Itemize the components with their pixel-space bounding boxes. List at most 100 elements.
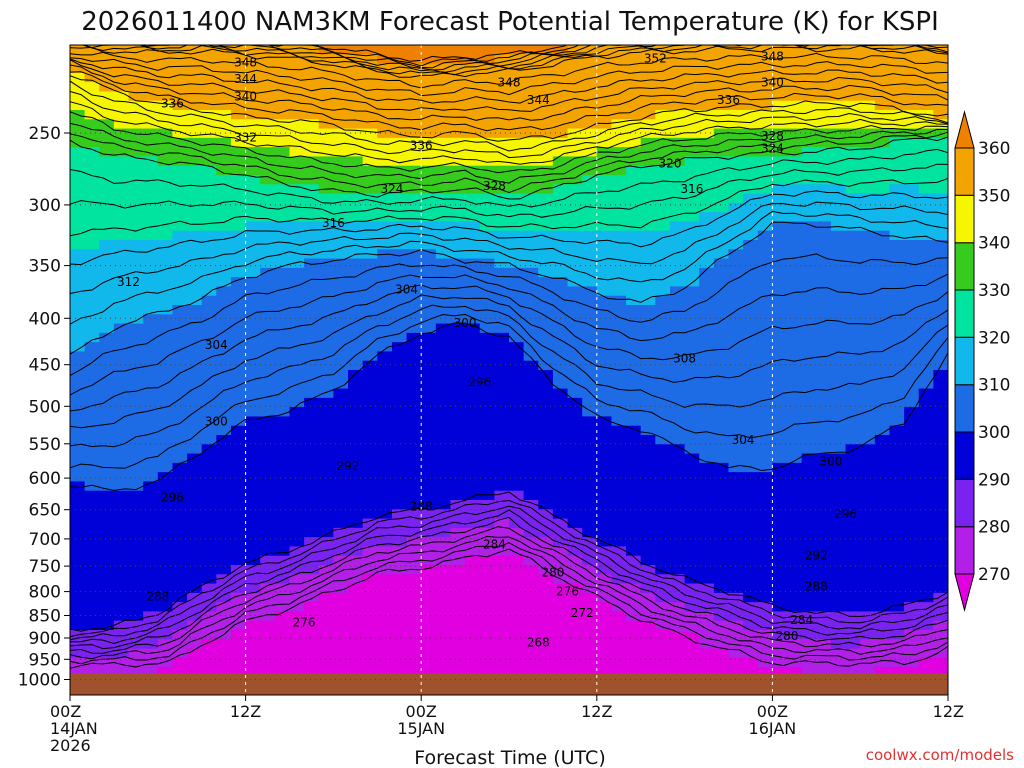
theta-cell xyxy=(596,444,613,455)
theta-cell xyxy=(801,202,817,213)
theta-cell xyxy=(435,462,452,473)
theta-cell xyxy=(99,212,115,223)
theta-cell xyxy=(757,314,773,325)
theta-cell xyxy=(933,258,948,269)
theta-cell xyxy=(655,54,671,65)
theta-cell xyxy=(201,555,217,566)
theta-cell xyxy=(70,481,86,492)
contour-line xyxy=(70,58,948,104)
theta-cell xyxy=(538,193,554,204)
theta-cell xyxy=(933,407,948,418)
theta-cell xyxy=(318,425,334,436)
theta-cell xyxy=(128,332,144,343)
theta-cell xyxy=(904,481,920,492)
theta-cell xyxy=(304,258,320,269)
theta-cell xyxy=(187,63,203,74)
theta-cell xyxy=(874,175,891,185)
theta-cell xyxy=(728,267,744,278)
theta-cell xyxy=(713,546,730,557)
theta-cell xyxy=(874,657,891,668)
theta-cell xyxy=(435,156,452,167)
theta-cell xyxy=(787,100,803,111)
theta-cell xyxy=(230,72,247,83)
theta-cell xyxy=(904,648,920,659)
theta-cell xyxy=(377,425,393,436)
theta-cell xyxy=(318,416,334,427)
theta-cell xyxy=(157,472,174,483)
theta-cell xyxy=(743,630,759,640)
theta-cell xyxy=(172,128,188,139)
theta-cell xyxy=(201,323,217,334)
theta-cell xyxy=(626,110,642,120)
theta-cell xyxy=(99,91,115,102)
theta-cell xyxy=(304,602,320,613)
theta-cell xyxy=(743,425,759,436)
theta-cell xyxy=(260,500,276,510)
theta-cell xyxy=(172,490,188,501)
theta-cell xyxy=(743,45,759,55)
theta-cell xyxy=(538,472,554,483)
theta-cell xyxy=(772,295,788,306)
theta-cell xyxy=(845,128,861,139)
theta-cell xyxy=(772,565,788,575)
theta-cell xyxy=(699,509,715,520)
theta-cell xyxy=(816,249,832,260)
theta-cell xyxy=(684,137,700,148)
theta-cell xyxy=(816,518,832,529)
theta-cell xyxy=(845,193,861,204)
theta-cell xyxy=(728,620,744,631)
theta-cell xyxy=(669,82,686,93)
theta-cell xyxy=(889,388,905,399)
theta-cell xyxy=(377,128,393,139)
theta-cell xyxy=(845,323,861,334)
theta-cell xyxy=(260,565,276,575)
theta-cell xyxy=(348,230,364,241)
theta-cell xyxy=(933,500,948,510)
theta-cell xyxy=(421,379,437,390)
theta-cell xyxy=(611,267,627,278)
theta-cell xyxy=(128,128,144,139)
theta-cell xyxy=(70,277,86,288)
theta-cell xyxy=(157,537,174,548)
theta-cell xyxy=(435,258,452,269)
contour-line xyxy=(70,516,948,650)
theta-cell xyxy=(201,221,217,232)
theta-cell xyxy=(860,100,876,111)
theta-cell xyxy=(187,425,203,436)
theta-cell xyxy=(348,407,364,418)
theta-cell xyxy=(391,342,408,353)
theta-cell xyxy=(128,63,144,74)
theta-cell xyxy=(640,277,656,288)
theta-cell xyxy=(245,332,261,343)
theta-cell xyxy=(274,147,291,158)
theta-cell xyxy=(728,370,744,380)
theta-cell xyxy=(889,184,905,195)
theta-cell xyxy=(201,583,217,594)
theta-cell xyxy=(523,537,539,548)
theta-cell xyxy=(377,546,393,557)
theta-cell xyxy=(874,565,891,575)
theta-cell xyxy=(406,500,422,510)
theta-cell xyxy=(699,602,715,613)
theta-cell xyxy=(874,546,891,557)
theta-cell xyxy=(757,128,773,139)
theta-cell xyxy=(713,518,730,529)
theta-cell xyxy=(918,425,934,436)
theta-cell xyxy=(669,277,686,288)
theta-cell xyxy=(113,277,130,288)
theta-cell xyxy=(728,435,744,445)
theta-cell xyxy=(230,425,247,436)
theta-cell xyxy=(860,425,876,436)
theta-cell xyxy=(728,388,744,399)
theta-cell xyxy=(157,342,174,353)
theta-cell xyxy=(230,416,247,427)
theta-cell xyxy=(728,351,744,362)
theta-cell xyxy=(391,574,408,585)
theta-cell xyxy=(567,472,583,483)
theta-cell xyxy=(567,100,583,111)
theta-cell xyxy=(333,416,349,427)
theta-cell xyxy=(669,110,686,120)
theta-cell xyxy=(918,518,934,529)
theta-cell xyxy=(509,425,525,436)
theta-cell xyxy=(787,295,803,306)
